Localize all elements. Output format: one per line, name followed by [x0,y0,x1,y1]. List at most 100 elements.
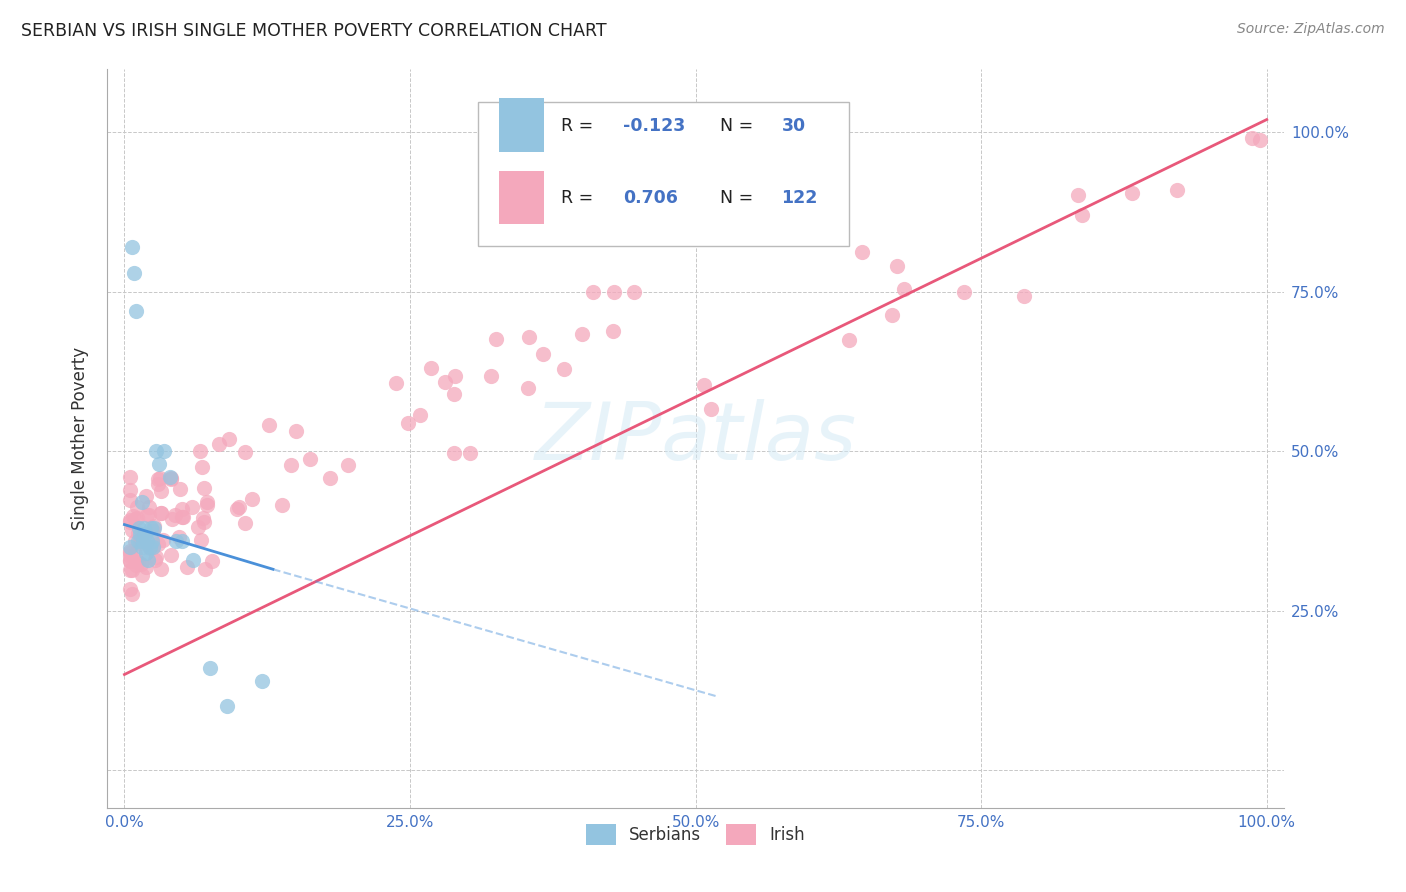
Text: N =: N = [720,189,759,207]
Point [143,553,166,567]
Point [531,347,554,361]
Point [121,509,143,524]
Point [198,661,221,675]
Point [582,285,605,299]
Point [120,483,142,497]
Point [319,471,342,485]
Point [139,521,162,535]
Point [121,240,143,254]
Point [135,560,157,574]
Point [132,521,155,535]
Text: N =: N = [720,117,759,135]
Point [120,470,142,484]
Point [479,368,502,383]
Point [159,469,181,483]
Point [120,515,142,529]
Point [125,558,148,572]
Point [120,492,142,507]
Point [603,285,626,299]
Point [240,492,263,507]
Point [226,501,249,516]
Point [141,533,163,548]
Point [124,534,146,549]
Point [139,541,162,556]
Point [517,330,540,344]
Point [131,495,153,509]
Point [838,334,860,348]
Text: 30: 30 [782,117,806,135]
Point [138,500,160,515]
Point [602,324,624,338]
Point [217,699,239,714]
Point [517,381,540,395]
Point [129,527,152,541]
Point [443,446,465,460]
Point [200,554,222,568]
Point [337,458,360,472]
Point [148,472,170,486]
Point [1166,183,1188,197]
Point [893,282,915,296]
Point [131,568,153,582]
FancyBboxPatch shape [499,98,544,152]
Point [143,521,166,535]
Point [120,582,142,596]
Point [250,673,273,688]
Point [131,540,153,554]
Point [191,459,214,474]
Point [142,524,165,538]
Point [571,327,593,342]
Point [136,533,159,548]
Point [385,376,408,391]
Point [165,508,187,523]
Point [284,424,307,438]
Point [193,511,215,525]
Point [142,539,165,553]
Point [150,561,173,575]
Point [172,510,194,524]
Point [233,516,256,531]
Point [396,416,419,430]
Point [443,387,465,401]
Point [693,377,716,392]
Point [1014,289,1036,303]
Point [143,519,166,533]
Point [138,508,160,523]
FancyBboxPatch shape [478,102,849,246]
Text: -0.123: -0.123 [623,117,685,135]
Point [149,506,172,520]
Point [623,285,645,299]
Point [138,540,160,554]
Point [228,500,250,514]
Point [259,418,281,433]
Point [125,500,148,514]
Point [953,285,976,300]
Point [1070,208,1092,222]
Point [120,554,142,568]
Text: Source: ZipAtlas.com: Source: ZipAtlas.com [1237,22,1385,37]
Text: ZIPatlas: ZIPatlas [534,400,856,477]
Point [120,549,142,563]
Text: R =: R = [561,189,599,207]
Y-axis label: Single Mother Poverty: Single Mother Poverty [72,347,89,530]
Point [136,508,159,522]
Point [160,471,183,485]
Point [170,502,193,516]
Point [120,540,142,554]
Point [280,458,302,472]
Point [233,444,256,458]
Point [180,500,202,515]
Point [120,553,142,567]
Point [880,308,903,322]
Point [444,369,467,384]
Point [434,375,457,389]
Point [208,437,231,451]
Point [152,533,174,548]
Point [124,547,146,561]
Point [120,564,142,578]
Legend: Serbians, Irish: Serbians, Irish [586,824,806,845]
Point [120,543,142,558]
Point [181,552,204,566]
Point [1249,133,1271,147]
Point [419,360,441,375]
